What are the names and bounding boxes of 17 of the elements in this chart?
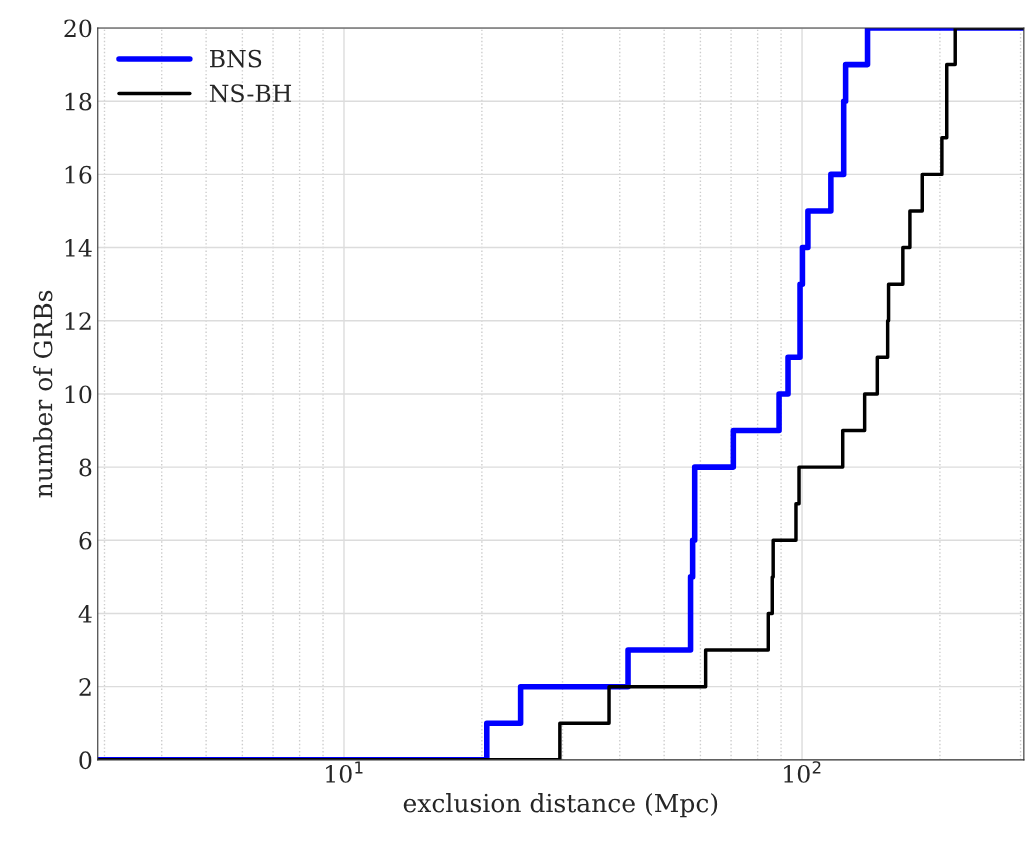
legend-label: NS-BH (209, 84, 292, 103)
y-tick-label: 14 (65, 239, 92, 257)
legend-label: BNS (210, 49, 262, 68)
x-tick-label: 10$^{1}$ (326, 761, 363, 783)
y-tick-label: 16 (65, 165, 92, 184)
x-tick-label: 10$^{2}$ (784, 761, 821, 783)
y-tick-label: 10 (65, 385, 92, 404)
x-axis-title: exclusion distance (Mpc) (403, 793, 718, 818)
y-tick-label: 2 (79, 678, 91, 696)
y-tick-label: 8 (79, 458, 92, 477)
y-tick-label: 12 (65, 312, 91, 330)
y-tick-label: 6 (79, 531, 92, 550)
y-axis-title: number of GRBs (33, 290, 53, 498)
y-tick-label: 20 (64, 19, 92, 38)
y-tick-label: 18 (65, 92, 92, 111)
y-tick-label: 4 (78, 604, 92, 623)
y-tick-label: 0 (79, 751, 92, 770)
